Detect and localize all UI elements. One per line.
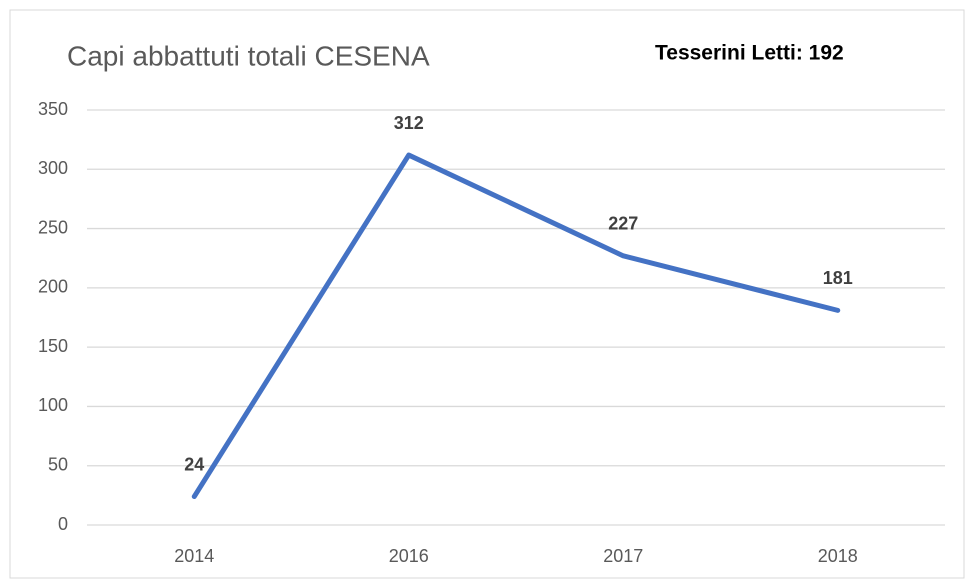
y-tick-label: 200 [38, 277, 68, 297]
data-label: 227 [608, 214, 638, 234]
x-tick-label: 2017 [603, 546, 643, 566]
y-tick-label: 100 [38, 395, 68, 415]
y-tick-label: 350 [38, 99, 68, 119]
y-tick-label: 0 [58, 514, 68, 534]
y-tick-label: 300 [38, 158, 68, 178]
annotation: Tesserini Letti: 192 [655, 42, 844, 65]
x-tick-label: 2014 [174, 546, 214, 566]
y-tick-label: 150 [38, 336, 68, 356]
x-tick-label: 2016 [389, 546, 429, 566]
y-tick-label: 50 [48, 454, 68, 474]
chart-border [9, 9, 965, 579]
x-tick-label: 2018 [818, 546, 858, 566]
chart-title: Capi abbattuti totali CESENA [67, 40, 430, 71]
y-tick-label: 250 [38, 217, 68, 237]
data-label: 181 [823, 268, 853, 288]
data-label: 312 [394, 113, 424, 133]
data-label: 24 [184, 454, 204, 474]
line [191, 152, 841, 500]
